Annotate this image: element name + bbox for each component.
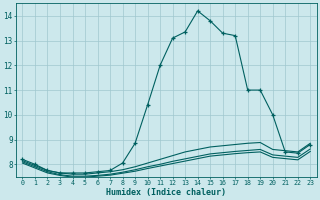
- X-axis label: Humidex (Indice chaleur): Humidex (Indice chaleur): [106, 188, 226, 197]
